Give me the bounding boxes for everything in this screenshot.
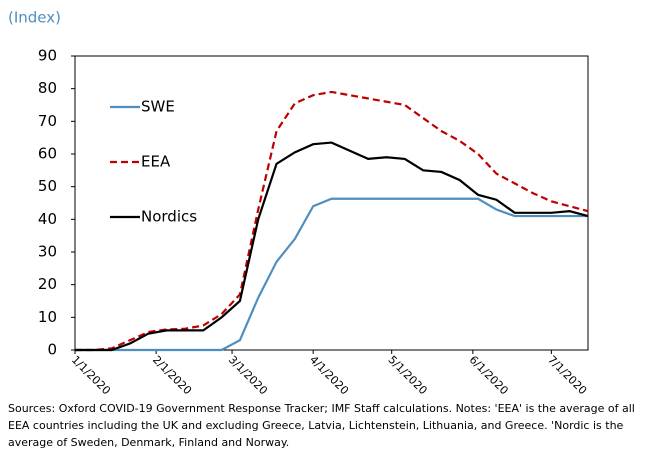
plot-frame bbox=[74, 55, 589, 351]
y-tick-label: 10 bbox=[38, 308, 57, 326]
chart-subtitle: (Index) bbox=[8, 9, 61, 27]
y-tick-label: 20 bbox=[38, 275, 57, 293]
chart: (Index) 0 10 20 30 40 50 60 70 80 90 1/1/2020 2/1/2… bbox=[8, 9, 589, 398]
y-tick-label: 90 bbox=[38, 47, 57, 65]
series-line bbox=[75, 197, 588, 352]
legend-label: Nordics bbox=[141, 208, 197, 226]
y-tick-label: 40 bbox=[38, 210, 57, 228]
y-tick-label: 30 bbox=[38, 243, 57, 261]
y-tick-label: 0 bbox=[47, 341, 57, 359]
y-tick-label: 50 bbox=[38, 177, 57, 195]
legend-label: SWE bbox=[141, 98, 175, 116]
series-line bbox=[75, 90, 589, 352]
x-tick-label: 5/1/2020 bbox=[386, 353, 430, 397]
x-tick-label: 1/1/2020 bbox=[69, 353, 113, 397]
x-tick-label: 7/1/2020 bbox=[545, 353, 589, 397]
x-tick-label: 6/1/2020 bbox=[467, 353, 511, 397]
series-line bbox=[75, 141, 589, 352]
x-tick-label: 2/1/2020 bbox=[150, 353, 194, 397]
y-tick-label: 70 bbox=[38, 112, 57, 130]
x-tick-label: 3/1/2020 bbox=[226, 353, 270, 397]
footnote: Sources: Oxford COVID-19 Government Resp… bbox=[8, 402, 635, 449]
x-tick-label: 4/1/2020 bbox=[307, 353, 351, 397]
y-tick-label: 80 bbox=[38, 79, 57, 97]
legend-label: EEA bbox=[141, 153, 171, 171]
y-tick-label: 60 bbox=[38, 145, 57, 163]
